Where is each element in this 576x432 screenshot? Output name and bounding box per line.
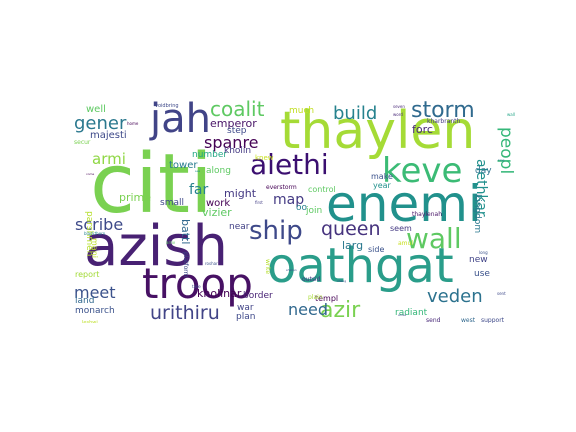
word-cloud-word: amul: [398, 240, 413, 247]
word-cloud-word: voidbring: [155, 103, 179, 109]
word-cloud-word: urithiru: [150, 302, 220, 323]
word-cloud-word: outsid: [302, 276, 321, 283]
word-cloud-word: seven: [393, 104, 405, 109]
word-cloud-word: ship: [249, 216, 303, 246]
word-cloud-word: write: [264, 259, 271, 275]
word-cloud-word: well: [86, 104, 106, 115]
word-cloud-word: year: [373, 181, 391, 190]
word-cloud-word: larg: [342, 239, 364, 252]
word-cloud-word: coalit: [210, 99, 265, 121]
word-cloud-word: storm: [411, 99, 475, 123]
word-cloud-word: take: [192, 284, 201, 289]
word-cloud-word: kharbranth: [427, 118, 461, 125]
word-cloud-word: sent: [497, 291, 506, 296]
word-cloud-word: keve: [382, 151, 463, 191]
word-cloud-word: much: [289, 106, 315, 116]
word-cloud-word: shallan: [286, 268, 297, 272]
word-cloud-word: monarch: [75, 306, 115, 316]
word-cloud-word: make: [371, 172, 393, 181]
word-cloud-word: support: [481, 317, 505, 324]
word-cloud-word: radiant: [395, 308, 428, 318]
word-cloud-word: land: [75, 296, 95, 306]
word-cloud-word: new: [469, 255, 488, 265]
word-cloud-word: kholinar: [197, 287, 242, 300]
word-cloud-word: king: [498, 158, 505, 162]
word-cloud-word: blackthorn: [84, 231, 106, 236]
word-cloud-word: west: [461, 317, 476, 324]
word-cloud-word: join: [306, 206, 323, 216]
word-cloud-word: secur: [74, 139, 91, 146]
word-cloud-word: thaylenah: [412, 211, 443, 218]
word-cloud-word: tower: [169, 160, 198, 171]
word-cloud-word: gener: [74, 113, 127, 134]
word-cloud-word: queen: [321, 218, 381, 240]
word-cloud-word: plain: [308, 294, 323, 301]
word-cloud: citi azish thaylen enemi oathgat troop jah keve…: [72, 99, 520, 323]
word-cloud-word: enemi: [326, 175, 482, 233]
word-cloud-word: border: [243, 291, 273, 301]
word-cloud-word: word: [393, 112, 403, 117]
word-cloud-word: long: [479, 250, 488, 255]
word-cloud-word: day: [475, 166, 492, 176]
word-cloud-word: seem: [390, 224, 412, 233]
word-cloud-word: emperor: [210, 117, 257, 130]
word-cloud-word: far: [189, 182, 209, 198]
word-cloud-word: report: [75, 270, 100, 279]
word-cloud-word: send: [426, 317, 441, 324]
word-cloud-word: kholin: [224, 146, 252, 156]
word-cloud-word: control: [308, 185, 336, 194]
word-cloud-word: home: [127, 121, 139, 126]
word-cloud-word: wall: [507, 112, 515, 117]
word-cloud-word: side: [368, 245, 385, 254]
word-cloud-word: plan: [236, 312, 256, 322]
word-cloud-word: spanre: [204, 133, 259, 152]
word-cloud-word: meet: [74, 283, 116, 302]
word-cloud-word: templ: [315, 294, 339, 303]
word-cloud-word: battl: [179, 219, 192, 245]
word-cloud-word: vizier: [202, 206, 232, 219]
word-cloud-word: near: [229, 222, 250, 232]
word-cloud-word: everstorm: [266, 184, 297, 191]
word-cloud-word: war: [237, 303, 254, 313]
word-cloud-word: arriv: [166, 240, 176, 245]
word-cloud-word: roshar: [205, 261, 218, 266]
word-cloud-word: step: [227, 126, 247, 136]
word-cloud-word: oo: [296, 203, 308, 213]
word-cloud-word: alethi: [250, 148, 329, 181]
word-cloud-word: along: [206, 166, 231, 176]
word-cloud-word: thaylen: [280, 101, 476, 161]
word-cloud-word: armi: [92, 150, 126, 168]
word-cloud-word: kingdom: [472, 194, 482, 234]
word-cloud-word: majesti: [90, 130, 127, 141]
word-cloud-word: knew: [255, 154, 274, 162]
word-cloud-word: map: [273, 192, 305, 208]
word-cloud-word: work: [206, 198, 231, 209]
word-cloud-word: troop: [142, 259, 253, 308]
word-cloud-word: see: [195, 169, 201, 173]
word-cloud-word: might: [224, 187, 257, 200]
word-cloud-word: citi: [90, 137, 213, 232]
word-cloud-word: azish: [84, 214, 228, 279]
word-cloud-word: azir: [320, 298, 361, 323]
word-cloud-word: chang: [337, 279, 347, 283]
word-cloud-word: small: [160, 198, 184, 208]
word-cloud-word: peopl: [496, 127, 516, 175]
word-cloud-word: come: [86, 172, 95, 176]
word-cloud-word: build: [333, 103, 378, 124]
word-cloud-word: first: [255, 200, 263, 205]
word-cloud-word: oathgat: [267, 238, 454, 294]
word-cloud-word: jah: [150, 99, 211, 142]
word-cloud-word: forc: [412, 123, 433, 136]
word-cloud-word: number: [192, 150, 228, 160]
word-cloud-word: scribe: [75, 215, 124, 234]
word-cloud-word: leshwi: [82, 320, 98, 324]
word-cloud-word: need: [288, 300, 328, 319]
word-cloud-word: use: [474, 269, 490, 279]
word-cloud-word: amaz: [398, 313, 407, 317]
word-cloud-word: prime: [119, 191, 152, 204]
word-cloud-word: wall: [406, 222, 462, 255]
word-cloud-word: veden: [427, 286, 483, 307]
word-cloud-word: platform: [182, 252, 189, 278]
